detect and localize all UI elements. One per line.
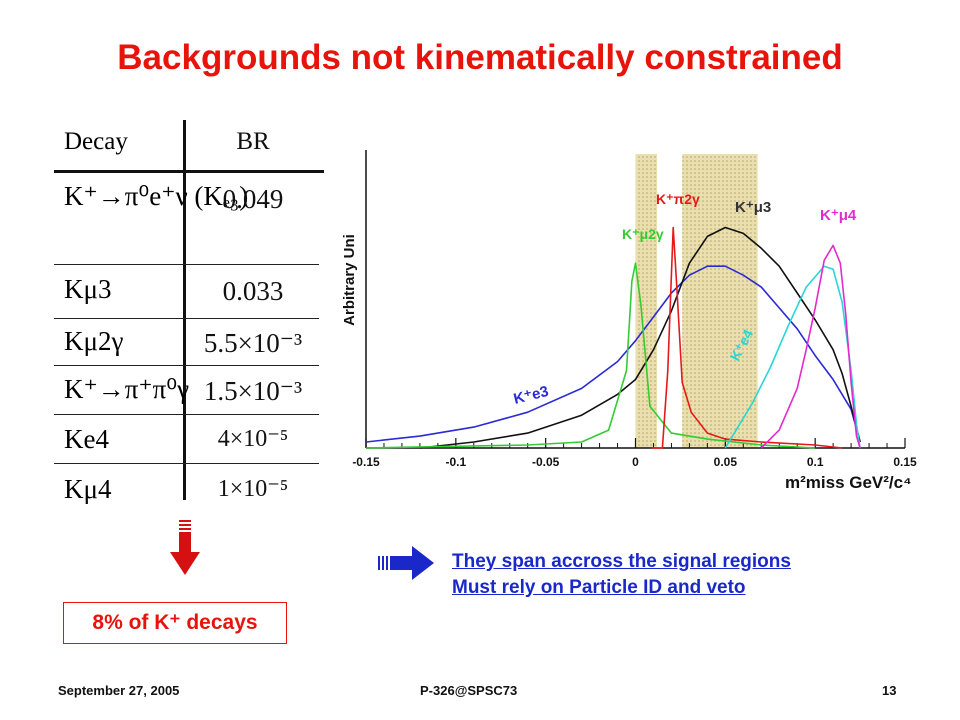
table-row-decay: Kμ3 [64, 274, 112, 304]
x-tick-label: 0.15 [893, 455, 917, 469]
table-row-br: 5.5×10⁻³ [203, 328, 303, 358]
table-column-divider [183, 120, 186, 500]
table-row-br: 4×10⁻⁵ [217, 426, 289, 452]
series-label-kpi2g: K⁺π2γ [656, 191, 700, 207]
x-tick-label: -0.15 [352, 455, 380, 469]
table-header-rule [54, 170, 324, 173]
table-row-br: 0.049 [222, 184, 284, 214]
table-row-decay: Kμ4 [64, 474, 112, 504]
x-tick-label: -0.05 [532, 455, 560, 469]
table-row-br: 1×10⁻⁵ [217, 476, 289, 502]
table-header-decay: Decay [64, 128, 128, 155]
signal-region [635, 154, 658, 448]
series-label-kmu3: K⁺μ3 [735, 199, 771, 216]
x-ticks: -0.15 -0.1 -0.05 0 0.05 0.1 0.15 [352, 438, 917, 469]
x-tick-label: 0.05 [714, 455, 738, 469]
series-line [419, 226, 861, 449]
table-row-decay: Kμ2γ [64, 326, 124, 356]
series-line [760, 244, 861, 449]
table-row-decay: K⁺→π⁺π⁰γ [64, 374, 190, 404]
x-axis-label: m²miss GeV²/c⁴ [785, 473, 912, 492]
table-header-br: BR [236, 128, 270, 155]
conclusion-line-1: They span accross the signal regions [452, 551, 791, 572]
missing-mass-plot: -0.15 -0.1 -0.05 0 0.05 0.1 0.15 Arbitrary Uni… [341, 150, 917, 492]
conclusion-text: They span accross the signal regions Mus… [452, 549, 791, 601]
table-row-rule [54, 365, 319, 366]
table-row-br: 0.033 [222, 276, 284, 306]
series-label-kmu4: K⁺μ4 [820, 207, 857, 224]
series-line [651, 226, 843, 449]
x-tick-label: 0.1 [807, 455, 824, 469]
conclusion-line-2: Must rely on Particle ID and veto [452, 577, 746, 598]
series-line [365, 262, 816, 449]
series-line [724, 265, 861, 449]
arrow-right-icon [378, 546, 434, 580]
series-line [365, 265, 861, 443]
series-label-kmu2g: K⁺μ2γ [622, 226, 664, 242]
table-row-rule [54, 463, 319, 464]
signal-regions [635, 154, 758, 448]
footer-page-number: 13 [882, 683, 897, 698]
series-curves [365, 226, 861, 449]
table-row-rule [54, 264, 319, 265]
y-axis-label: Arbitrary Uni [341, 234, 358, 326]
slide-title: Backgrounds not kinematically constraine… [117, 38, 843, 77]
x-tick-label: 0 [632, 455, 639, 469]
table-row-decay: Ke4 [64, 424, 109, 454]
table-row-rule [54, 318, 319, 319]
table-row-br: 1.5×10⁻³ [203, 376, 303, 406]
footer-date: September 27, 2005 [58, 683, 180, 698]
fraction-box: 8% of K⁺ decays [63, 602, 287, 644]
table-row-decay: K⁺→π⁰e⁺ν (Kₑ₃) [64, 181, 249, 211]
x-tick-label: -0.1 [445, 455, 466, 469]
footer-talk: P-326@SPSC73 [420, 683, 518, 698]
arrow-down-icon [170, 520, 200, 575]
table-row-rule [54, 414, 319, 415]
signal-region [682, 154, 758, 448]
